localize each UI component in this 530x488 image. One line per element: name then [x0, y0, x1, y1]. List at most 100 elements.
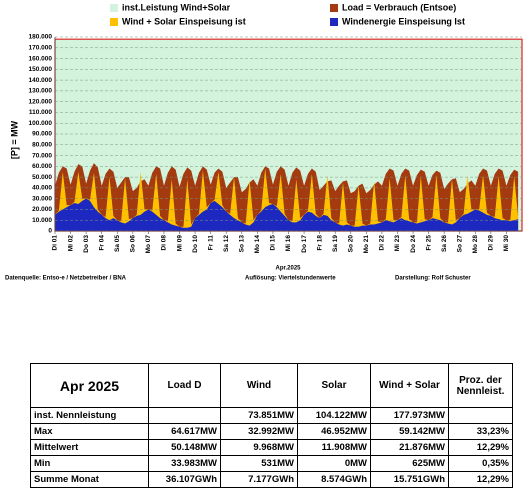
legend-label: Load = Verbrauch (Entsoe)	[342, 2, 456, 12]
table-cell: 0,35%	[448, 455, 513, 472]
summary-table: Apr 2025 Load D Wind Solar Wind + Solar Proz.…	[30, 363, 513, 488]
x-tick-label: Do 03	[83, 235, 90, 253]
table-cell: Max	[30, 423, 149, 440]
x-tick-label: Sa 26	[441, 235, 448, 252]
y-tick-label: 70.000	[32, 152, 52, 159]
legend-label: Wind + Solar Einspeisung ist	[122, 16, 246, 26]
y-tick-label: 10.000	[32, 217, 52, 224]
header-cell: Wind	[220, 363, 298, 408]
x-tick-label: Mi 30	[503, 235, 510, 252]
header-row: Apr 2025 Load D Wind Solar Wind + Solar Proz.…	[30, 363, 513, 408]
x-tick-label: Di 29	[488, 235, 495, 251]
y-tick-label: 60.000	[32, 163, 52, 170]
x-tick-label: So 20	[347, 235, 354, 253]
table-cell: 73.851MW	[220, 407, 298, 424]
table-cell: 625MW	[370, 455, 449, 472]
y-tick-label: 150.000	[29, 66, 53, 73]
table-row: Min 33.983MW 531MW 0MW 625MW 0,35%	[30, 455, 513, 472]
x-tick-label: Do 10	[192, 235, 199, 253]
legend-swatch	[110, 18, 118, 26]
table-cell: 33.983MW	[148, 455, 221, 472]
empty-cell	[448, 407, 513, 424]
legend-label: inst.Leistung Wind+Solar	[122, 2, 231, 12]
table-cell: 36.107GWh	[148, 471, 221, 488]
table-cell: 8.574GWh	[297, 471, 371, 488]
annotation: Auflösung: Viertelstundenwerte	[245, 276, 336, 282]
table-cell: 12,29%	[448, 439, 513, 456]
y-tick-label: 110.000	[29, 109, 53, 116]
table-cell: Mittelwert	[30, 439, 149, 456]
x-tick-label: Mo 21	[363, 235, 370, 254]
y-tick-label: 160.000	[29, 55, 53, 62]
header-cell: Solar	[297, 363, 371, 408]
legend-swatch	[330, 18, 338, 26]
table-cell: 46.952MW	[297, 423, 371, 440]
x-tick-label: Mi 16	[285, 235, 292, 252]
table-cell: 32.992MW	[220, 423, 298, 440]
x-tick-label: Sa 19	[332, 235, 339, 252]
y-axis-title: [P] = MW	[9, 120, 19, 159]
area	[55, 198, 519, 231]
legend-swatch	[330, 4, 338, 12]
legend-swatch	[110, 4, 118, 12]
x-tick-label: So 27	[456, 235, 463, 253]
header-cell: Wind + Solar	[370, 363, 449, 408]
x-tick-label: Do 24	[410, 235, 417, 253]
table-cell: 531MW	[220, 455, 298, 472]
x-tick-label: Di 22	[379, 235, 386, 251]
table-cell: 11.908MW	[297, 439, 371, 456]
y-tick-label: 30.000	[32, 195, 52, 202]
table-cell: Summe Monat	[30, 471, 149, 488]
annotation: Datenquelle: Entso-e / Netzbetreiber / B…	[5, 276, 127, 282]
legend-label: Windenergie Einspeisung Ist	[342, 16, 465, 26]
y-tick-label: 140.000	[29, 77, 53, 84]
y-tick-label: 120.000	[29, 98, 53, 105]
y-tick-label: 50.000	[32, 174, 52, 181]
table-row: inst. Nennleistung 73.851MW 104.122MW 177.9…	[30, 407, 513, 424]
y-tick-label: 20.000	[32, 206, 52, 213]
table-cell: 7.177GWh	[220, 471, 298, 488]
y-tick-label: 130.000	[29, 88, 53, 95]
annotation: Darstellung: Rolf Schuster	[395, 276, 471, 282]
x-tick-label: Do 17	[301, 235, 308, 253]
x-tick-label: Mi 09	[176, 235, 183, 252]
x-tick-label: Di 08	[161, 235, 168, 251]
chart: [P] = MW Apr.2025 Datenquelle: Entso-e /…	[5, 2, 523, 282]
x-tick-label: Mi 23	[394, 235, 401, 252]
table-row: Summe Monat 36.107GWh 7.177GWh 8.574GWh 15.7…	[30, 471, 513, 488]
table-cell: 21.876MW	[370, 439, 449, 456]
x-tick-label: Mi 02	[67, 235, 74, 252]
header-cell: Proz. der Nennleist.	[448, 363, 513, 408]
table-cell: 15.751GWh	[370, 471, 449, 488]
table-cell: inst. Nennleistung	[30, 407, 149, 424]
table-cell: 104.122MW	[297, 407, 371, 424]
x-tick-label: Sa 05	[114, 235, 121, 252]
x-tick-label: Mo 28	[472, 235, 479, 254]
x-tick-label: Fr 18	[316, 235, 323, 251]
y-tick-label: 0	[48, 228, 52, 235]
table-cell: 59.142MW	[370, 423, 449, 440]
table-cell: 12,29%	[448, 471, 513, 488]
x-tick-label: Fr 11	[207, 235, 214, 251]
plot-area	[54, 38, 523, 232]
y-tick-label: 100.000	[29, 120, 53, 127]
table-cell: 9.968MW	[220, 439, 298, 456]
x-tick-label: Sa 12	[223, 235, 230, 252]
table-cell: 50.148MW	[148, 439, 221, 456]
table-cell: Min	[30, 455, 149, 472]
x-tick-label: Mo 14	[254, 235, 261, 254]
table-cell: 33,23%	[448, 423, 513, 440]
y-tick-label: 170.000	[29, 44, 53, 51]
x-tick-label: Fr 04	[98, 235, 105, 251]
table-cell: 0MW	[297, 455, 371, 472]
x-tick-label: So 13	[239, 235, 246, 253]
table-row: Max 64.617MW 32.992MW 46.952MW 59.142MW 33,23…	[30, 423, 513, 440]
y-tick-label: 180.000	[29, 34, 53, 41]
empty-cell	[148, 407, 221, 424]
y-tick-label: 40.000	[32, 185, 52, 192]
header-cell: Load D	[148, 363, 221, 408]
x-tick-label: Mo 07	[145, 235, 152, 254]
y-tick-label: 90.000	[32, 131, 52, 138]
area	[55, 168, 519, 231]
